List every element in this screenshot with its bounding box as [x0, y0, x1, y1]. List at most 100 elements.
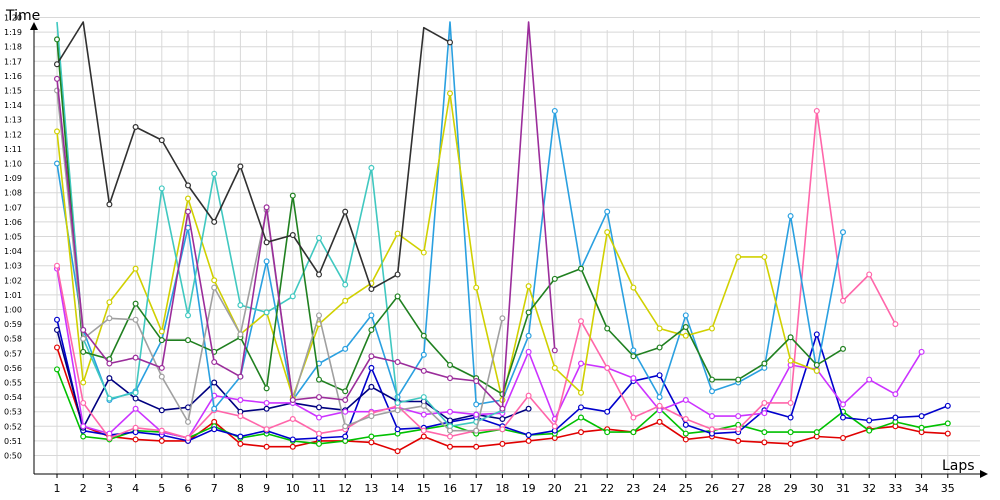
data-point [53, 326, 60, 333]
data-point [316, 271, 323, 278]
data-point [394, 407, 401, 414]
data-point [106, 360, 113, 367]
data-point [656, 372, 663, 379]
data-point [420, 351, 427, 358]
data-point [316, 376, 323, 383]
data-point [211, 359, 218, 366]
data-point [158, 373, 165, 380]
data-point [630, 347, 637, 354]
data-point [132, 389, 139, 396]
data-point [211, 426, 218, 433]
data-point [656, 394, 663, 401]
data-point [368, 353, 375, 360]
x-tick-label: 23 [626, 482, 640, 495]
data-point [132, 395, 139, 402]
data-point [237, 302, 244, 309]
data-point [106, 375, 113, 382]
data-point [604, 408, 611, 415]
data-point [237, 331, 244, 338]
y-axis-title: Time [5, 8, 40, 24]
data-point [447, 433, 454, 440]
y-tick-label: 1:02 [4, 276, 22, 285]
data-point [80, 433, 87, 440]
x-tick-label: 2 [80, 482, 87, 495]
x-tick-label: 16 [443, 482, 457, 495]
data-point [289, 397, 296, 404]
data-point [577, 318, 584, 325]
y-tick-label: 1:00 [4, 306, 22, 315]
data-point [604, 208, 611, 215]
data-point [682, 436, 689, 443]
data-point [132, 300, 139, 307]
data-point [630, 375, 637, 382]
x-tick-label: 10 [286, 482, 300, 495]
y-axis-ticks: 0:50 0:51 0:52 0:53 0:54 0:55 0:56 0:57 0:58 0:59… [4, 14, 22, 461]
data-point [80, 379, 87, 386]
x-tick-label: 6 [185, 482, 192, 495]
data-point [394, 448, 401, 455]
data-point [316, 234, 323, 241]
y-tick-label: 1:03 [4, 262, 22, 271]
data-point [761, 439, 768, 446]
x-axis-ticks: 1 2 3 4 5 6 7 8 9 10 11 12 13 14 15 16 17 18 19 20 21 22 23 24 2… [54, 474, 955, 495]
data-point [525, 405, 532, 412]
data-point [368, 286, 375, 293]
y-tick-label: 1:07 [4, 203, 22, 212]
x-tick-label: 34 [915, 482, 929, 495]
x-tick-label: 25 [679, 482, 693, 495]
data-point [892, 391, 899, 398]
y-tick-label: 0:57 [4, 349, 22, 358]
data-point [132, 405, 139, 412]
data-point [158, 427, 165, 434]
data-point [158, 337, 165, 344]
x-tick-label: 21 [574, 482, 588, 495]
data-point [420, 402, 427, 409]
data-point [918, 348, 925, 355]
data-point [342, 297, 349, 304]
data-point [682, 324, 689, 331]
data-point [682, 421, 689, 428]
data-point [682, 397, 689, 404]
data-point [787, 399, 794, 406]
data-point [263, 405, 270, 412]
data-point [132, 424, 139, 431]
series-line [56, 92, 818, 401]
x-axis-arrow [980, 470, 988, 478]
data-point [761, 429, 768, 436]
data-point [263, 204, 270, 211]
data-point [551, 275, 558, 282]
x-tick-label: 3 [106, 482, 113, 495]
data-point [473, 411, 480, 418]
data-point [289, 192, 296, 199]
data-point [394, 426, 401, 433]
data-point [342, 397, 349, 404]
data-point [185, 182, 192, 189]
data-point [394, 359, 401, 366]
data-point [813, 429, 820, 436]
data-point [158, 185, 165, 192]
data-point [368, 413, 375, 420]
x-tick-label: 1 [54, 482, 61, 495]
y-tick-label: 1:08 [4, 189, 22, 198]
data-point [525, 432, 532, 439]
x-tick-label: 19 [522, 482, 536, 495]
data-point [813, 331, 820, 338]
data-point [106, 395, 113, 402]
series-8 [53, 90, 820, 404]
y-tick-label: 1:18 [4, 43, 22, 52]
data-point [185, 208, 192, 215]
data-point [839, 229, 846, 236]
data-point [237, 163, 244, 170]
data-point [420, 332, 427, 339]
x-tick-label: 11 [312, 482, 326, 495]
data-point [447, 443, 454, 450]
data-point [630, 284, 637, 291]
x-tick-label: 22 [600, 482, 614, 495]
data-point [761, 253, 768, 260]
data-point [263, 385, 270, 392]
data-point [263, 426, 270, 433]
data-point [708, 413, 715, 420]
data-point [420, 249, 427, 256]
data-point [735, 437, 742, 444]
x-tick-label: 29 [784, 482, 798, 495]
